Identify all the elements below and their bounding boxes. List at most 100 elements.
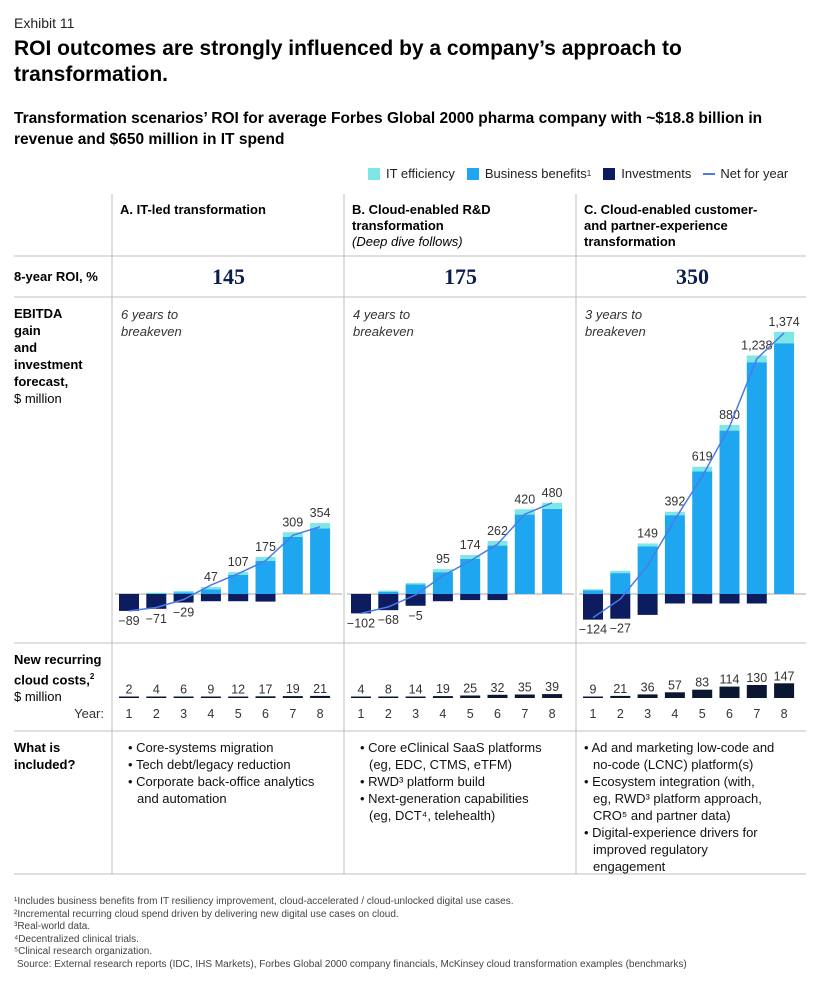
year-label-3: 3 <box>412 707 419 721</box>
chart-subtitle: Transformation scenarios’ ROI for averag… <box>14 110 763 148</box>
cloud-cost-bar-6 <box>255 696 276 698</box>
year-label-3: 3 <box>644 707 651 721</box>
net-label-1: −102 <box>347 616 375 630</box>
included-b-item-1: • Core eClinical SaaS platforms <box>360 740 542 755</box>
it-efficiency-bar-3 <box>405 582 426 585</box>
year-label-3: 3 <box>180 707 187 721</box>
investments-bar-2 <box>146 594 167 609</box>
column-header-c: C. Cloud-enabled customer- and partner-e… <box>584 202 814 250</box>
included-b-text-2: (eg, EDC, CTMS, eTFM) <box>369 757 513 772</box>
investments-bar-3 <box>405 594 426 606</box>
it-efficiency-bar-3 <box>173 590 194 593</box>
cloud-cost-bar-8 <box>542 694 563 698</box>
year-label-2: 2 <box>385 707 392 721</box>
ebitda-label-unit: $ million <box>14 391 62 406</box>
included-b-item-3: • Next-generation capabilities <box>360 791 529 806</box>
net-label-7: 309 <box>282 515 303 529</box>
legend-swatch-business-benefits <box>466 167 479 180</box>
included-b-text-1: Core eClinical SaaS platforms <box>368 740 542 755</box>
it-efficiency-bar-4 <box>432 569 453 573</box>
it-efficiency-bar-2 <box>146 592 167 594</box>
cloud-cost-label-7: 35 <box>518 681 532 695</box>
legend-label-business-benefits: Business benefits <box>484 166 587 181</box>
footnote-5: ⁵Clinical research organization. <box>14 946 153 957</box>
cloud-cost-label-8: 147 <box>774 669 795 683</box>
cloud-costs-chart-b: 4 1 8 2 14 3 19 4 25 5 32 6 35 7 39 8 <box>351 680 563 721</box>
roi-value-c: 350 <box>676 264 709 289</box>
column-header-b: B. Cloud-enabled R&D transformation (Dee… <box>352 202 572 250</box>
net-label-1: −89 <box>118 614 139 628</box>
included-label-line2: included? <box>14 757 76 772</box>
investments-bar-4 <box>664 594 685 604</box>
cloud-cost-label-3: 6 <box>180 683 187 697</box>
business-benefits-bar-7 <box>746 362 767 594</box>
business-benefits-bar-1 <box>583 590 603 594</box>
year-label-4: 4 <box>207 707 214 721</box>
ebitda-label-line2: gain <box>14 323 41 338</box>
business-benefits-bar-4 <box>664 515 685 594</box>
breakeven-b-line2: breakeven <box>353 324 414 339</box>
investments-bar-7 <box>746 594 767 604</box>
net-for-year-line <box>128 525 321 612</box>
cloud-cost-label-5: 25 <box>463 682 477 696</box>
net-label-8: 1,374 <box>768 315 799 329</box>
investments-bar-5 <box>228 594 249 602</box>
ebitda-chart-a: −89 −71 −29 47 107 175 309 354 <box>115 506 342 628</box>
legend-swatch-it-efficiency <box>368 167 380 180</box>
cloud-cost-bar-7 <box>282 696 303 698</box>
cloud-cost-label-5: 83 <box>695 676 709 690</box>
net-label-6: 880 <box>719 408 740 422</box>
investments-bar-4 <box>432 594 453 602</box>
included-list-a: • Core-systems migration • Tech debt/leg… <box>128 739 342 807</box>
breakeven-c-line1: 3 years to <box>585 307 643 322</box>
cloud-cost-label-5: 12 <box>231 683 245 697</box>
included-c-item-1: • Ad and marketing low-code and <box>584 740 775 755</box>
it-efficiency-bar-2 <box>610 570 631 574</box>
net-label-8: 354 <box>310 506 331 520</box>
column-b-subtitle: (Deep dive follows) <box>352 234 463 249</box>
net-for-year-line <box>360 502 553 615</box>
cloud-cost-label-7: 19 <box>286 682 300 696</box>
cloud-cost-label-8: 39 <box>545 680 559 694</box>
page-title: ROI outcomes are strongly influenced by … <box>14 37 682 86</box>
legend-swatch-investments <box>603 167 616 180</box>
footnote-source: Source: External research reports (IDC, … <box>17 958 687 970</box>
net-label-2: −68 <box>378 613 399 627</box>
cloud-cost-bar-1 <box>119 696 139 698</box>
investments-bar-1 <box>119 594 139 611</box>
year-label-7: 7 <box>753 707 760 721</box>
included-list-c: • Ad and marketing low-code and no-code … <box>584 739 814 875</box>
breakeven-c-line2: breakeven <box>585 324 646 339</box>
cloud-cost-label-7: 130 <box>746 671 767 685</box>
business-benefits-bar-5 <box>692 471 713 594</box>
cloud-label-line2-text: cloud costs, <box>14 672 90 688</box>
cloud-cost-label-2: 21 <box>613 682 627 696</box>
business-benefits-bar-6 <box>487 545 508 594</box>
cloud-cost-bar-4 <box>432 696 453 698</box>
cloud-cost-bar-2 <box>378 696 399 698</box>
net-label-2: −71 <box>146 612 167 626</box>
footnote-4: ⁴Decentralized clinical trials. <box>14 933 139 945</box>
ebitda-label-line5: forecast, <box>14 374 69 389</box>
business-benefits-bar-6 <box>719 430 740 594</box>
cloud-cost-label-6: 32 <box>491 681 505 695</box>
net-label-2: −27 <box>610 622 631 636</box>
business-benefits-bar-8 <box>774 343 795 594</box>
column-c-title-line1: C. Cloud-enabled customer- <box>584 202 758 217</box>
ebitda-label-line4: investment <box>14 357 83 372</box>
investments-bar-1 <box>583 594 603 620</box>
breakeven-a-line2: breakeven <box>121 324 182 339</box>
legend-footnote-marker: 1 <box>586 169 592 178</box>
year-label-6: 6 <box>494 707 501 721</box>
breakeven-b-line1: 4 years to <box>353 307 411 322</box>
cloud-cost-label-2: 8 <box>385 683 392 697</box>
cloud-cost-bar-7 <box>746 685 767 698</box>
legend: IT efficiency Business benefits 1 Investm… <box>368 166 800 181</box>
exhibit-label: Exhibit 11 <box>14 15 75 31</box>
ebitda-chart-c: −124 −27 149 392 619 880 1,238 1,374 <box>579 315 806 637</box>
it-efficiency-bar-8 <box>774 331 795 344</box>
included-a-item-1: • Core-systems migration <box>128 740 274 755</box>
investments-bar-4 <box>200 594 221 602</box>
included-c-text-7: improved regulatory <box>593 842 708 857</box>
